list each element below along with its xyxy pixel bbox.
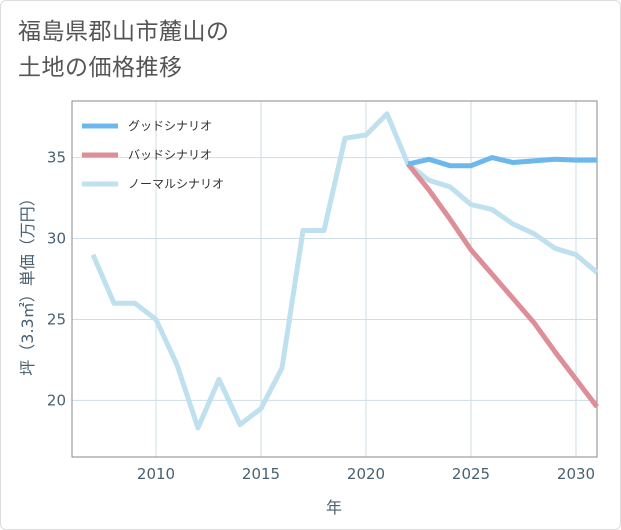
plot-area-border: [71, 100, 598, 458]
chart-title-line-2: 土地の価格推移: [18, 55, 183, 81]
x-tick-label-2015: 2015: [242, 465, 280, 483]
chart-title: 福島県郡山市麓山の 土地の価格推移: [18, 14, 230, 86]
legend-label-normal-scenario: ノーマルシナリオ: [128, 177, 224, 191]
x-tick-label-2010: 2010: [137, 465, 175, 483]
series-line-bad-scenario: [406, 162, 599, 409]
x-tick-label-2030: 2030: [557, 465, 595, 483]
series-line-normal-scenario: [90, 111, 599, 431]
y-tick-label-35: 35: [47, 149, 66, 167]
legend-label-good-scenario: グッドシナリオ: [128, 119, 212, 133]
x-tick-label-2025: 2025: [452, 465, 490, 483]
x-tick-label-2020: 2020: [347, 465, 385, 483]
x-axis-title: 年: [326, 498, 342, 517]
y-tick-label-20: 20: [47, 391, 66, 409]
y-axis-title: 坪（3.3㎡）単価（万円）: [18, 190, 37, 375]
chart-title-line-1: 福島県郡山市麓山の: [18, 19, 230, 45]
y-tick-label-30: 30: [47, 230, 66, 248]
grid-lines: [72, 101, 597, 457]
series-line-good-scenario: [407, 155, 597, 169]
series-lines: [90, 111, 599, 431]
legend-label-bad-scenario: バッドシナリオ: [128, 148, 212, 162]
y-tick-label-25: 25: [47, 310, 66, 328]
